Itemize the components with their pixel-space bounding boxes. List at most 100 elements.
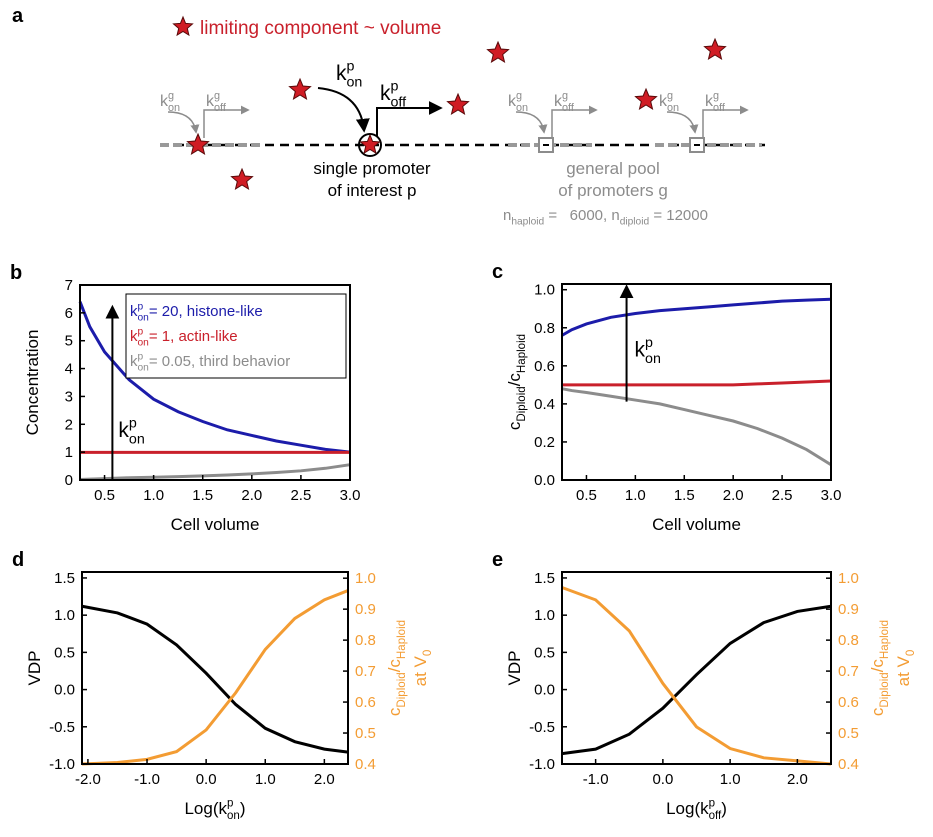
star: [186, 132, 210, 155]
y-tick-label: 0.5: [54, 644, 75, 661]
series-line: [81, 604, 349, 754]
y-tick-label: -1.0: [49, 756, 75, 773]
text-part: /: [385, 667, 404, 672]
x-tick-label: 0.5: [94, 487, 115, 504]
text-part: c: [505, 373, 524, 382]
binding-arrow: [515, 111, 548, 134]
promoter-label: of interest p: [328, 181, 417, 200]
text-part: k: [635, 339, 646, 362]
y-tick-label: 0.4: [534, 396, 555, 413]
text-part: c: [868, 659, 887, 668]
y-axis-label: Concentration: [23, 330, 42, 436]
y-tick-label: 7: [65, 277, 73, 294]
text-part: on: [138, 363, 149, 374]
x-tick-label: 0.0: [652, 771, 673, 788]
text-part: ): [721, 799, 727, 818]
legend-entry: kp on= 0.05, third behavior: [130, 351, 290, 373]
text-part: g: [168, 90, 174, 102]
axes-frame: [79, 284, 351, 481]
text-part: on: [138, 338, 149, 349]
text-part: on: [168, 102, 180, 114]
y-tick-label: 0.6: [534, 358, 555, 375]
text-part: on: [645, 351, 661, 367]
text-part: k: [705, 93, 714, 110]
text-part: k: [219, 799, 228, 818]
text-part: = 12000: [649, 207, 708, 224]
text-part: p: [227, 797, 233, 809]
y2-tick-label: 0.4: [355, 756, 376, 773]
series-line: [81, 589, 349, 766]
y-tick-label: 2: [65, 416, 73, 433]
rate-kon: kg on: [160, 90, 180, 114]
text-part: p: [391, 79, 399, 95]
y2-tick-label: 0.8: [838, 632, 859, 649]
x-tick-label: 0.5: [576, 487, 597, 504]
text-part: n: [503, 207, 511, 224]
text-part: k: [508, 93, 517, 110]
x-tick-label: -2.0: [75, 771, 101, 788]
legend-text: limiting component ~ volume: [200, 18, 441, 39]
rate-kon: kg on: [508, 90, 528, 114]
text-part: g: [516, 90, 522, 102]
text-part: Diploid: [396, 672, 408, 707]
text-part: off: [391, 94, 407, 110]
text-part: k: [700, 799, 709, 818]
axes-frame: [561, 571, 832, 765]
text-part: VDP: [25, 651, 44, 686]
star: [359, 133, 381, 155]
y-tick-label: 0.8: [534, 320, 555, 337]
y2-tick-label: 0.6: [355, 694, 376, 711]
star: [486, 40, 510, 63]
rate-koff: kg off: [206, 90, 227, 114]
text-part: k: [380, 82, 391, 105]
text-part: = 1, actin-like: [149, 328, 238, 345]
text-part: Diploid: [879, 672, 891, 707]
star: [703, 37, 727, 60]
rate-koff: kg off: [554, 90, 575, 114]
x-tick-label: -1.0: [134, 771, 160, 788]
x-tick-label: 1.0: [255, 771, 276, 788]
text-part: Haploid: [516, 334, 528, 373]
transcription-arrow: [203, 105, 250, 138]
text-part: /: [868, 667, 887, 672]
binding-arrow: [167, 111, 200, 134]
y-axis-label: VDP: [25, 651, 44, 686]
y-tick-label: 1.0: [54, 607, 75, 624]
text-part: = 6000,: [544, 207, 611, 224]
star: [172, 15, 194, 37]
star: [230, 167, 254, 190]
y2-axis-label: at V0: [411, 650, 434, 687]
text-part: ): [240, 799, 246, 818]
text-part: g: [214, 90, 220, 102]
y-tick-label: 5: [65, 333, 73, 350]
pool-label: of promoters g: [558, 181, 668, 200]
text-part: n: [611, 207, 619, 224]
text-part: c: [385, 659, 404, 668]
text-part: off: [214, 102, 227, 114]
series-line: [562, 379, 832, 387]
text-part: on: [227, 810, 240, 822]
x-axis-label: Log(kp off): [666, 797, 727, 822]
rate-koff: kp off: [380, 79, 406, 111]
text-part: k: [160, 93, 169, 110]
rate-kon: kg on: [659, 90, 679, 114]
series-line: [561, 586, 832, 766]
text-part: k: [130, 353, 138, 370]
pool-counts: nhaploid = 6000, ndiploid = 12000: [503, 207, 708, 228]
binding-arrow: [317, 87, 370, 133]
text-part: Diploid: [516, 386, 528, 421]
text-part: on: [347, 74, 363, 90]
x-tick-label: 2.5: [772, 487, 793, 504]
text-part: Cell volume: [652, 515, 741, 534]
text-part: off: [713, 102, 726, 114]
x-tick-label: 2.0: [723, 487, 744, 504]
transcription-arrow: [376, 101, 443, 136]
text-part: 0: [422, 650, 434, 656]
y2-axis-label: at V0: [894, 650, 917, 687]
text-part: VDP: [505, 651, 524, 686]
text-part: g: [562, 90, 568, 102]
text-part: on: [138, 313, 149, 324]
series-line: [78, 301, 351, 454]
text-part: c: [868, 707, 887, 716]
